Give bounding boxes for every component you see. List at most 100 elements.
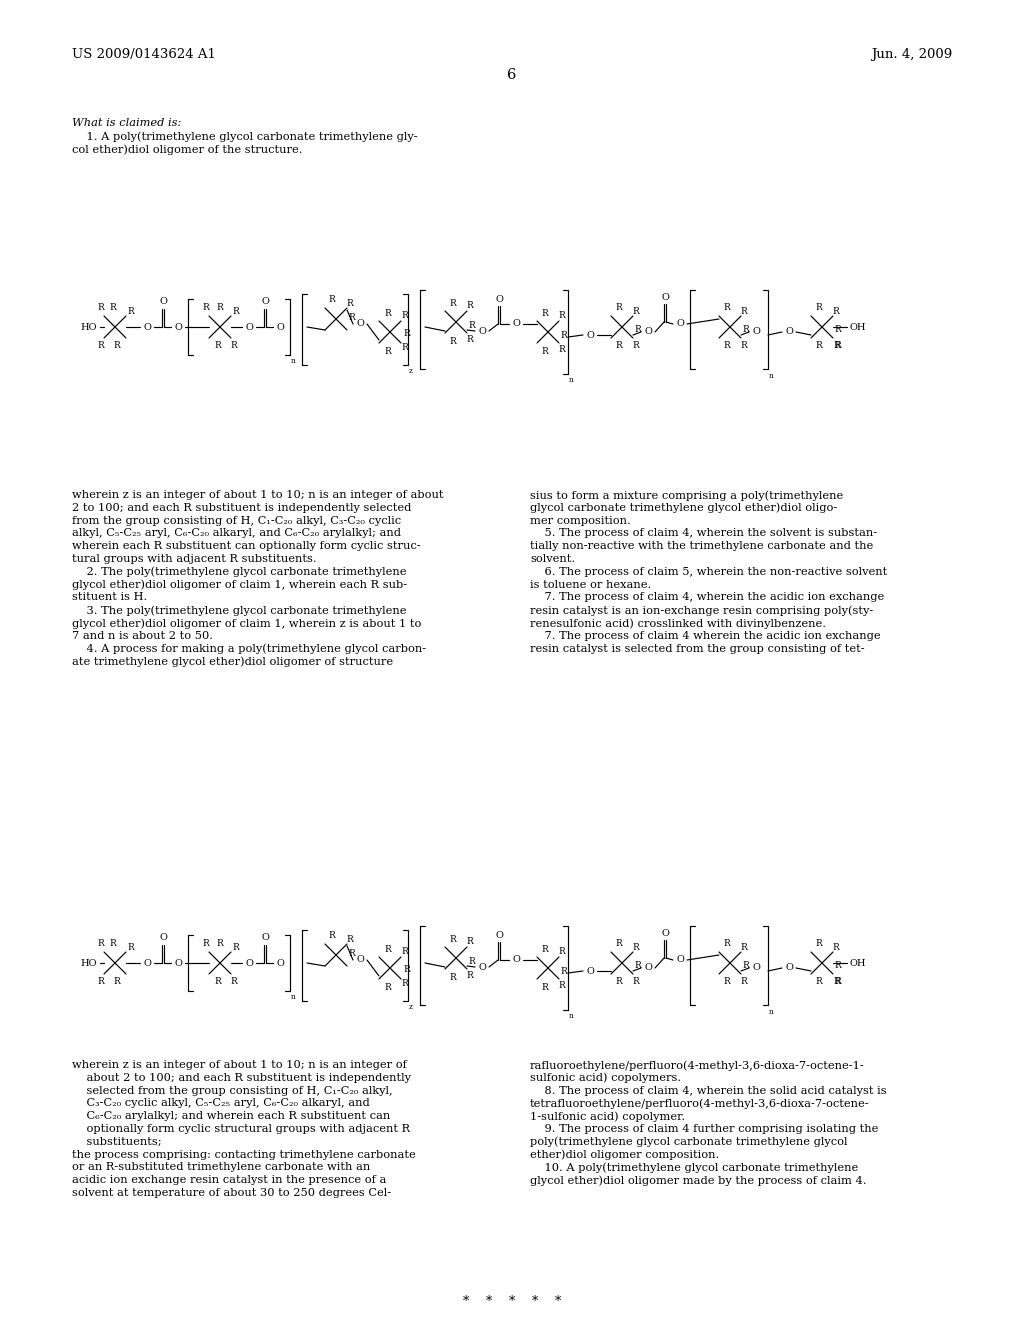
Text: R: R [633,942,639,952]
Text: R: R [742,326,750,334]
Text: Jun. 4, 2009: Jun. 4, 2009 [870,48,952,61]
Text: n: n [568,376,573,384]
Text: R: R [347,298,353,308]
Text: O: O [785,327,793,337]
Text: 7. The process of claim 4 wherein the acidic ion exchange: 7. The process of claim 4 wherein the ac… [530,631,881,640]
Text: O: O [245,322,253,331]
Text: sulfonic acid) copolymers.: sulfonic acid) copolymers. [530,1073,681,1084]
Text: R: R [835,341,842,350]
Text: O: O [495,931,503,940]
Text: glycol ether)diol oligomer made by the process of claim 4.: glycol ether)diol oligomer made by the p… [530,1175,866,1185]
Text: n: n [769,1008,773,1016]
Text: glycol ether)diol oligomer of claim 1, wherein z is about 1 to: glycol ether)diol oligomer of claim 1, w… [72,618,421,628]
Text: O: O [644,327,652,337]
Text: R: R [450,935,457,944]
Text: 6: 6 [507,69,517,82]
Text: R: R [97,978,104,986]
Text: *  *  *  *  *: * * * * * [463,1295,561,1308]
Text: R: R [542,982,549,991]
Text: solvent at temperature of about 30 to 250 degrees Cel-: solvent at temperature of about 30 to 25… [72,1188,391,1199]
Text: O: O [356,319,364,329]
Text: 4. A process for making a poly(trimethylene glycol carbon-: 4. A process for making a poly(trimethyl… [72,644,426,655]
Text: R: R [835,977,842,986]
Text: R: R [329,932,336,940]
Text: optionally form cyclic structural groups with adjacent R: optionally form cyclic structural groups… [72,1125,411,1134]
Text: R: R [834,977,841,986]
Text: R: R [348,313,355,322]
Text: R: R [467,301,473,310]
Text: R: R [467,972,473,981]
Text: z: z [409,1003,413,1011]
Text: R: R [559,982,565,990]
Text: R: R [615,940,623,949]
Text: O: O [261,297,269,306]
Text: R: R [348,949,355,957]
Text: mer composition.: mer composition. [530,516,631,525]
Text: ether)diol oligomer composition.: ether)diol oligomer composition. [530,1150,719,1160]
Text: R: R [816,978,822,986]
Text: R: R [467,335,473,345]
Text: R: R [450,973,457,982]
Text: R: R [633,341,639,350]
Text: R: R [401,312,409,321]
Text: glycol ether)diol oligomer of claim 1, wherein each R sub-: glycol ether)diol oligomer of claim 1, w… [72,579,408,590]
Text: O: O [143,958,151,968]
Text: n: n [291,993,296,1001]
Text: R: R [232,308,240,317]
Text: OH: OH [850,322,866,331]
Text: stituent is H.: stituent is H. [72,593,147,602]
Text: wherein z is an integer of about 1 to 10; n is an integer of: wherein z is an integer of about 1 to 10… [72,1060,407,1071]
Text: 3. The poly(trimethylene glycol carbonate trimethylene: 3. The poly(trimethylene glycol carbonat… [72,605,407,615]
Text: R: R [467,937,473,946]
Text: O: O [512,956,520,965]
Text: R: R [635,326,641,334]
Text: R: R [128,944,134,953]
Text: R: R [833,942,840,952]
Text: n: n [769,372,773,380]
Text: R: R [385,346,391,355]
Text: 6. The process of claim 5, wherein the non-reactive solvent: 6. The process of claim 5, wherein the n… [530,566,887,577]
Text: R: R [835,326,842,334]
Text: R: R [816,940,822,949]
Text: wherein z is an integer of about 1 to 10; n is an integer of about: wherein z is an integer of about 1 to 10… [72,490,443,500]
Text: R: R [230,342,238,351]
Text: O: O [143,322,151,331]
Text: R: R [559,948,565,957]
Text: O: O [159,933,167,942]
Text: C₃-C₂₀ cyclic alkyl, C₅-C₂₅ aryl, C₆-C₂₀ alkaryl, and: C₃-C₂₀ cyclic alkyl, C₅-C₂₅ aryl, C₆-C₂₀… [72,1098,370,1109]
Text: R: R [834,341,841,350]
Text: 7 and n is about 2 to 50.: 7 and n is about 2 to 50. [72,631,213,640]
Text: R: R [403,965,411,974]
Text: solvent.: solvent. [530,554,575,564]
Text: R: R [217,940,223,949]
Text: O: O [676,319,684,329]
Text: n: n [291,356,296,366]
Text: rafluoroethylene/perfluoro(4-methyl-3,6-dioxa-7-octene-1-: rafluoroethylene/perfluoro(4-methyl-3,6-… [530,1060,864,1071]
Text: R: R [615,304,623,313]
Text: R: R [835,961,842,970]
Text: R: R [542,309,549,318]
Text: R: R [740,942,748,952]
Text: O: O [478,326,486,335]
Text: renesulfonic acid) crosslinked with divinylbenzene.: renesulfonic acid) crosslinked with divi… [530,618,826,628]
Text: R: R [215,342,221,351]
Text: poly(trimethylene glycol carbonate trimethylene glycol: poly(trimethylene glycol carbonate trime… [530,1137,848,1147]
Text: R: R [450,337,457,346]
Text: O: O [478,962,486,972]
Text: z: z [409,367,413,375]
Text: acidic ion exchange resin catalyst in the presence of a: acidic ion exchange resin catalyst in th… [72,1175,386,1185]
Text: n: n [568,1012,573,1020]
Text: R: R [215,978,221,986]
Text: R: R [450,298,457,308]
Text: R: R [740,341,748,350]
Text: R: R [469,957,475,965]
Text: O: O [586,330,594,339]
Text: 2. The poly(trimethylene glycol carbonate trimethylene: 2. The poly(trimethylene glycol carbonat… [72,566,407,577]
Text: wherein each R substituent can optionally form cyclic struc-: wherein each R substituent can optionall… [72,541,421,552]
Text: R: R [97,940,104,949]
Text: O: O [662,293,669,301]
Text: R: R [128,308,134,317]
Text: sius to form a mixture comprising a poly(trimethylene: sius to form a mixture comprising a poly… [530,490,843,500]
Text: R: R [329,296,336,305]
Text: tially non-reactive with the trimethylene carbonate and the: tially non-reactive with the trimethylen… [530,541,873,552]
